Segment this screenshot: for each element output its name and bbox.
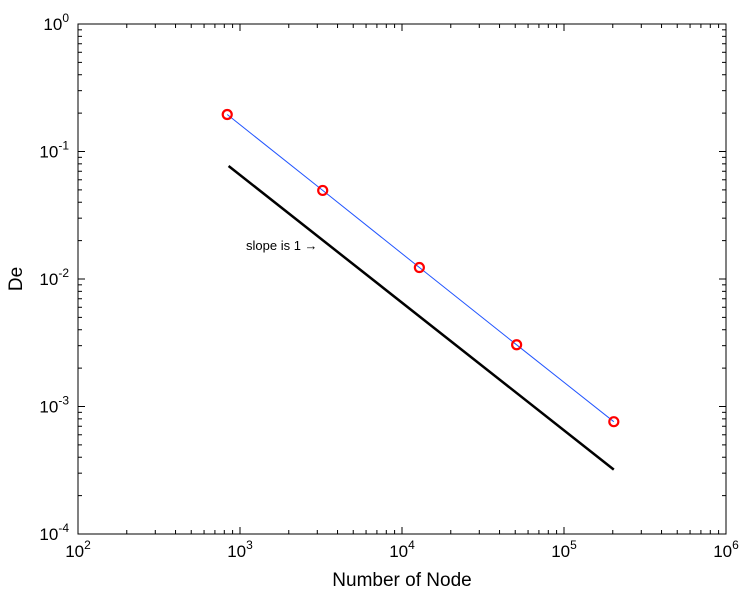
tick-labels: 102 103 104 105 106 10-4 10-3 10-2 10-1 100 xyxy=(39,11,739,561)
series-1-line xyxy=(226,114,615,423)
y-tick-label: 10-3 xyxy=(39,394,69,417)
series-layer xyxy=(221,108,620,471)
y-tick-label: 10-4 xyxy=(39,521,69,544)
series-2-line xyxy=(227,165,615,471)
series-1-marker xyxy=(221,108,233,121)
annotations: slope is 1 → xyxy=(246,238,318,253)
series-1-marker xyxy=(413,261,425,274)
y-tick-label: 10-1 xyxy=(39,139,69,162)
plot-background xyxy=(78,24,726,534)
x-tick-label: 103 xyxy=(227,538,253,561)
plot-frame xyxy=(77,23,727,535)
y-axis-label: De xyxy=(6,267,27,291)
y-tick-label: 10-2 xyxy=(39,266,69,289)
series-1-marker xyxy=(608,416,620,428)
series-1-marker xyxy=(317,184,329,197)
x-axis-label: Number of Node xyxy=(332,570,471,591)
y-tick-label: 100 xyxy=(43,11,69,34)
x-tick-label: 104 xyxy=(389,538,415,561)
series-1-marker xyxy=(511,339,523,351)
x-tick-label: 106 xyxy=(713,538,739,561)
x-tick-label: 105 xyxy=(551,538,577,561)
annotation-label: slope is 1 → xyxy=(246,238,318,253)
x-tick-label: 102 xyxy=(65,538,91,561)
